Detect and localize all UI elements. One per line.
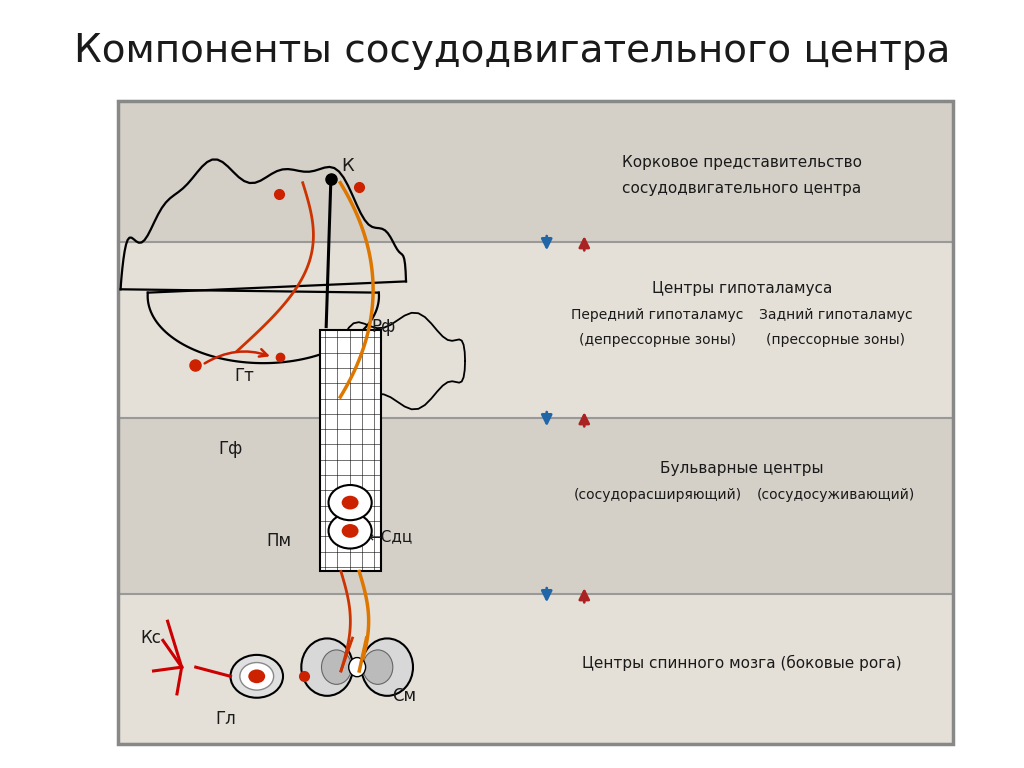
Ellipse shape	[301, 638, 353, 696]
Ellipse shape	[322, 650, 351, 684]
Circle shape	[248, 670, 265, 684]
Bar	[118, 419, 953, 594]
Circle shape	[342, 524, 358, 538]
Text: (депрессорные зоны): (депрессорные зоны)	[579, 333, 736, 346]
Text: Кс: Кс	[140, 629, 161, 647]
Text: (сосудосуживающий): (сосудосуживающий)	[757, 488, 914, 502]
Text: Гл: Гл	[215, 710, 237, 728]
Text: Гт: Гт	[234, 367, 255, 386]
Text: Задний гипоталамус: Задний гипоталамус	[759, 308, 912, 322]
Text: ←Сдц: ←Сдц	[368, 530, 412, 545]
Text: Гф: Гф	[218, 440, 243, 458]
Circle shape	[240, 663, 273, 690]
Circle shape	[329, 485, 372, 520]
Circle shape	[342, 495, 358, 509]
Text: Компоненты сосудодвигательного центра: Компоненты сосудодвигательного центра	[74, 32, 950, 70]
Bar	[118, 594, 953, 743]
Circle shape	[230, 655, 283, 698]
Text: Рф: Рф	[372, 318, 395, 336]
Ellipse shape	[361, 638, 413, 696]
Text: Пм: Пм	[266, 532, 292, 550]
Ellipse shape	[349, 657, 366, 677]
Ellipse shape	[362, 650, 393, 684]
Text: Центры гипоталамуса: Центры гипоталамуса	[651, 281, 833, 296]
Text: сосудодвигательного центра: сосудодвигательного центра	[623, 181, 861, 197]
Bar	[118, 243, 953, 419]
Text: Корковое представительство: Корковое представительство	[622, 154, 862, 170]
Text: Центры спинного мозга (боковые рога): Центры спинного мозга (боковые рога)	[582, 655, 902, 671]
Text: (прессорные зоны): (прессорные зоны)	[766, 333, 905, 346]
Bar	[118, 101, 953, 743]
Text: Бульварные центры: Бульварные центры	[660, 461, 823, 475]
Text: (сосудорасширяющий): (сосудорасширяющий)	[573, 488, 741, 502]
Bar	[319, 330, 381, 571]
Text: См: См	[392, 687, 416, 705]
Text: К: К	[341, 157, 354, 175]
Text: Передний гипоталамус: Передний гипоталамус	[571, 308, 743, 322]
Bar	[118, 101, 953, 243]
Circle shape	[329, 513, 372, 548]
